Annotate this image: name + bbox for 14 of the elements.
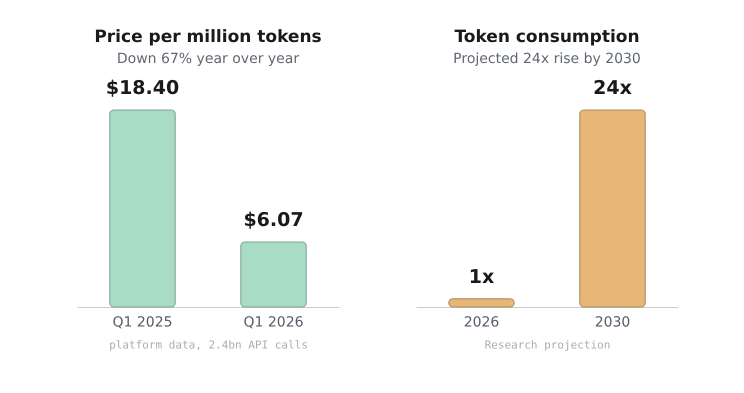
- chart-subtitle: Down 67% year over year: [116, 51, 300, 67]
- data-label: $6.07: [243, 209, 304, 232]
- x-tick-label: 2026: [464, 314, 500, 330]
- data-label: $18.40: [106, 77, 180, 99]
- data-label: 24x: [593, 77, 632, 99]
- x-tick-label: 2030: [594, 314, 630, 330]
- chart-title: Token consumption: [454, 27, 640, 47]
- data-label: 1x: [468, 266, 494, 288]
- chart-title: Price per million tokens: [94, 27, 322, 47]
- x-tick-label: Q1 2026: [243, 314, 304, 330]
- text: platform data, 2.4bn API calls: [109, 338, 308, 352]
- x-tick-label: Q1 2025: [112, 314, 173, 330]
- chart-subtitle: Projected 24x rise by 2030: [453, 51, 641, 67]
- text: Research projection: [484, 338, 610, 352]
